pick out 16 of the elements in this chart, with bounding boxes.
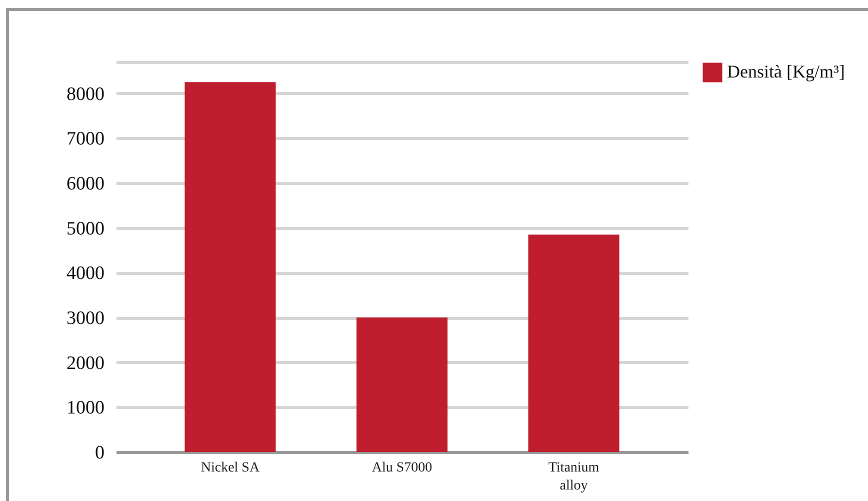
- x-tick-label: Nickel SA: [200, 460, 260, 476]
- legend-label: Densità [Kg/m³]: [727, 62, 845, 82]
- y-tick-label: 8000: [66, 84, 104, 105]
- bar: [528, 234, 620, 452]
- bar: [356, 318, 448, 452]
- y-tick-label: 0: [95, 442, 104, 464]
- y-tick-label: 2000: [66, 352, 104, 374]
- x-tick-label: Titanium alloy: [548, 460, 600, 494]
- y-tick-label: 6000: [66, 174, 104, 195]
- x-tick-label: Alu S7000: [372, 460, 432, 476]
- y-tick-label: 3000: [66, 308, 104, 330]
- y-tick-label: 1000: [66, 398, 104, 419]
- y-tick-label: 5000: [66, 218, 104, 240]
- y-tick-label: 4000: [66, 263, 104, 284]
- y-tick-label: 7000: [66, 128, 104, 150]
- bar: [184, 82, 276, 452]
